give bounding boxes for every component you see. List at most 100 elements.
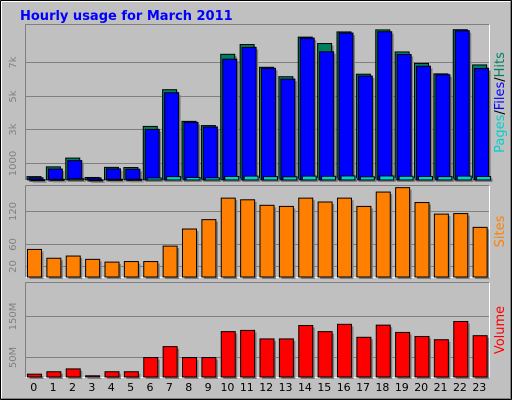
volume-bar-shadow [87, 377, 102, 379]
sites-plot-area [25, 185, 490, 278]
files-bar [338, 32, 354, 181]
hour-tick-label: 8 [185, 381, 192, 394]
pages-files-hits-axis-label: Pages/Files/Hits [493, 52, 508, 153]
volume-bar [278, 338, 294, 378]
volume-bar [104, 371, 120, 378]
hour-tick-label: 17 [356, 381, 370, 394]
pages-bar [340, 175, 356, 181]
pages-bar [204, 177, 220, 181]
files-bar [416, 65, 431, 181]
hour-tick-label: 3 [88, 381, 95, 394]
volume-bar [240, 329, 256, 378]
volume-bar [162, 346, 178, 378]
hour-tick-label: 0 [30, 381, 37, 394]
files-bar [396, 53, 412, 181]
pages-bar-shadow [91, 181, 106, 183]
pages-bar [127, 178, 143, 181]
hour-tick-label: 15 [317, 381, 331, 394]
sites-ytick-label: 20 [8, 260, 19, 273]
hour-tick-label: 12 [259, 381, 273, 394]
volume-axis-label: Volume [493, 306, 508, 354]
files-bar [241, 46, 257, 181]
sites-bar [46, 257, 62, 278]
volume-bar [337, 323, 352, 378]
pages-bar [30, 179, 46, 182]
volume-bar [453, 320, 469, 378]
pages-bar-shadow [188, 179, 202, 182]
files-bar [435, 74, 451, 181]
sites-bar [375, 191, 391, 278]
volume-bar [375, 324, 391, 378]
volume-bar [317, 331, 333, 378]
sites-bar [472, 226, 488, 278]
hour-tick-label: 19 [395, 381, 409, 394]
pages-bar [437, 176, 453, 181]
volume-bar [356, 336, 372, 378]
hour-tick-label: 13 [279, 381, 293, 394]
pages-bar [418, 175, 433, 181]
sites-bar [143, 261, 159, 278]
hour-tick-label: 18 [375, 381, 389, 394]
volume-plot-area [25, 282, 490, 378]
files-bar [164, 92, 180, 181]
pages-bar-shadow [33, 181, 47, 183]
sites-bar [65, 255, 81, 278]
sites-bar [104, 261, 120, 278]
files-bar [377, 31, 393, 181]
pages-bar [456, 175, 472, 181]
volume-bar [123, 371, 139, 378]
pages-files-hits-ytick-label: 3k [8, 123, 19, 135]
sites-bar [123, 261, 139, 278]
sites-bar [182, 228, 197, 278]
volume-bar [201, 357, 217, 378]
volume-bar [259, 338, 275, 378]
volume-bar [395, 331, 411, 378]
files-bar [261, 67, 276, 181]
files-bar [144, 128, 160, 181]
files-bar [454, 30, 470, 181]
pages-bar [185, 176, 201, 181]
sites-bar [220, 197, 236, 278]
hour-tick-label: 16 [337, 381, 351, 394]
pages-bar [224, 175, 240, 181]
pages-bar [88, 179, 104, 182]
files-bar [125, 168, 141, 181]
pages-bar-shadow [207, 179, 222, 182]
volume-bar [182, 357, 197, 378]
sites-bar [240, 199, 256, 278]
sites-axis-label: Sites [493, 215, 508, 247]
pages-bar [359, 176, 375, 181]
hour-tick-label: 6 [146, 381, 153, 394]
files-bar [299, 37, 315, 181]
sites-bar [162, 245, 178, 278]
sites-bar [278, 205, 294, 278]
hour-tick-label: 9 [205, 381, 212, 394]
sites-ytick-label: 120 [8, 202, 19, 221]
hour-tick-label: 5 [127, 381, 134, 394]
sites-bar [356, 205, 372, 278]
hour-tick-label: 11 [240, 381, 254, 394]
pages-bar [379, 175, 395, 181]
pages-bar [282, 176, 298, 181]
hour-tick-label: 22 [453, 381, 467, 394]
sites-bar [337, 197, 352, 278]
pages-bar-shadow [52, 181, 67, 183]
files-bar [222, 58, 238, 181]
volume-bar [46, 371, 62, 378]
pages-bar [301, 175, 317, 181]
files-bar [357, 75, 373, 181]
pages-bar-shadow [129, 181, 144, 183]
pages-bar [108, 178, 123, 181]
volume-bar-shadow [29, 376, 44, 379]
files-bar [280, 78, 296, 181]
pages-files-hits-ytick-label: 5k [8, 90, 19, 102]
sites-bar [433, 213, 449, 278]
volume-bar [143, 357, 159, 378]
pages-bar [243, 175, 259, 181]
volume-bar [65, 368, 81, 378]
hour-tick-label: 14 [298, 381, 312, 394]
files-bar [183, 121, 199, 181]
pages-bar [398, 175, 414, 181]
